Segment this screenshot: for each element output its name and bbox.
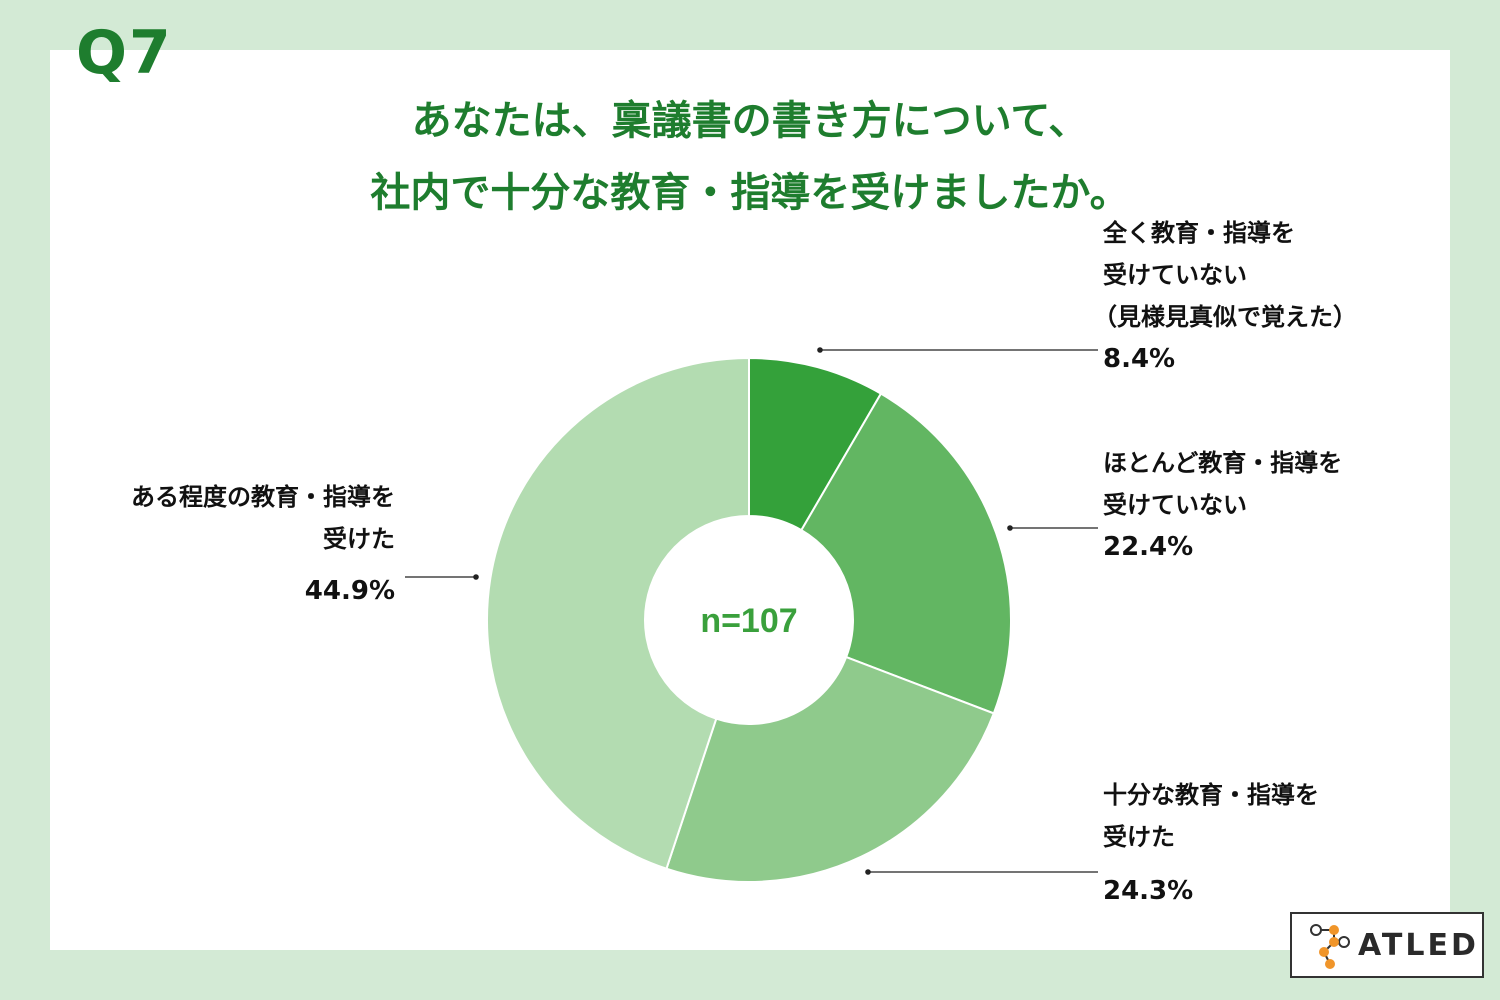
leader-dot-2 — [865, 869, 871, 875]
pie-slice-1 — [800, 392, 1012, 715]
slice-label-1-line-2: 受けていない — [1103, 491, 1247, 519]
leader-dot-3 — [473, 574, 479, 580]
slice-label-0-line-1: 全く教育・指導を — [1103, 219, 1295, 247]
slice-label-3-line-1: ある程度の教育・指導を — [131, 483, 395, 511]
slice-label-2-line-2: 受けた — [1103, 823, 1175, 851]
slice-label-0-line-3: （見様見真似で覚えた） — [1093, 303, 1357, 331]
slice-label-0: 全く教育・指導を 受けていない （見様見真似で覚えた） 8.4% — [1093, 212, 1357, 380]
atled-logo: ATLED — [1290, 912, 1484, 978]
leader-dot-1 — [1007, 525, 1013, 531]
question-number: Q7 — [76, 18, 173, 88]
logo-wordmark: ATLED — [1358, 928, 1479, 963]
pie-slice-2 — [665, 655, 996, 883]
question-title-line-1: あなたは、稟議書の書き方について、 — [411, 98, 1089, 144]
slice-label-2-line-1: 十分な教育・指導を — [1103, 781, 1319, 809]
slice-value-0: 8.4% — [1103, 344, 1176, 374]
atled-logo-mark — [1310, 924, 1350, 969]
slice-label-2: 十分な教育・指導を 受けた 24.3% — [1103, 774, 1319, 912]
question-title-line-2: 社内で十分な教育・指導を受けましたか。 — [370, 170, 1130, 216]
sample-size-label: n=107 — [700, 602, 797, 640]
slice-label-3-line-2: 受けた — [323, 525, 395, 553]
slice-value-3: 44.9% — [304, 576, 395, 606]
pie-slice-3 — [486, 356, 750, 870]
slice-label-1-line-1: ほとんど教育・指導を — [1103, 449, 1343, 477]
slice-label-3: ある程度の教育・指導を 受けた 44.9% — [60, 476, 395, 612]
slice-label-1: ほとんど教育・指導を 受けていない 22.4% — [1103, 442, 1342, 568]
slice-label-0-line-2: 受けていない — [1103, 261, 1247, 289]
slice-value-2: 24.3% — [1103, 876, 1194, 906]
slice-value-1: 22.4% — [1103, 532, 1194, 562]
leader-dot-0 — [817, 347, 823, 353]
